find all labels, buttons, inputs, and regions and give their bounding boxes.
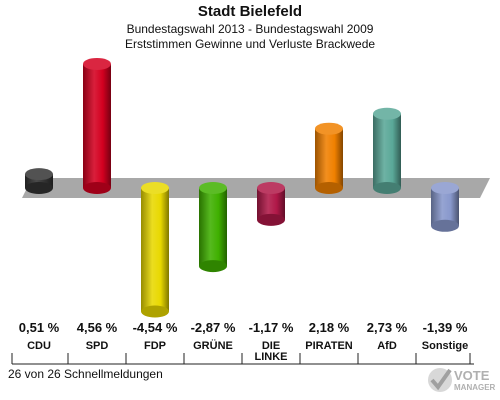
bar-top-cap-1 [83, 57, 111, 70]
bar-7 [431, 188, 459, 226]
bar-bottom-cap-2 [141, 305, 169, 318]
value-label-5: 2,18 % [309, 320, 350, 335]
bar-bottom-cap-6 [373, 182, 401, 194]
bar-bottom-cap-1 [83, 182, 111, 194]
bar-bottom-cap-4 [257, 213, 285, 226]
value-label-2: -4,54 % [133, 320, 178, 335]
category-label-7: Sonstige [422, 340, 468, 352]
bar-top-cap-3 [199, 182, 227, 194]
bar-3 [199, 188, 227, 267]
bar-bottom-cap-7 [431, 219, 459, 232]
vote-manager-logo: VOTE MANAGER [428, 368, 496, 392]
chart-subtitle: Bundestagswahl 2013 - Bundestagswahl 200… [126, 22, 374, 36]
category-label-2: FDP [144, 340, 166, 352]
bar-top-cap-2 [141, 182, 169, 194]
logo-text-bottom: MANAGER [454, 383, 496, 392]
bar-bottom-cap-3 [199, 260, 227, 273]
bar-top-cap-4 [257, 182, 285, 194]
checkmark-icon [428, 368, 452, 392]
value-label-0: 0,51 % [19, 320, 60, 335]
category-label-3: GRÜNE [193, 339, 233, 352]
bar-5 [315, 128, 343, 188]
category-label-4-0: DIE [262, 340, 280, 352]
bar-top-cap-0 [25, 168, 53, 181]
value-label-4: -1,17 % [249, 320, 294, 335]
bar-top-cap-5 [315, 122, 343, 135]
logo-text-top: VOTE [454, 368, 490, 383]
value-label-6: 2,73 % [367, 320, 408, 335]
chart-title: Stadt Bielefeld [197, 3, 303, 20]
category-label-5: PIRATEN [305, 340, 353, 352]
category-label-0: CDU [27, 340, 51, 352]
category-label-1: SPD [86, 340, 109, 352]
category-label-6: AfD [377, 340, 397, 352]
chart-subtitle-2: Erststimmen Gewinne und Verluste Brackwe… [124, 37, 376, 51]
category-label-4-1: LINKE [255, 351, 288, 363]
value-label-3: -2,87 % [191, 320, 236, 335]
bar-1 [83, 63, 111, 188]
footer-note: 26 von 26 Schnellmeldungen [8, 367, 163, 381]
bar-6 [373, 113, 401, 188]
value-label-1: 4,56 % [77, 320, 118, 335]
bar-bottom-cap-0 [25, 182, 53, 194]
value-label-7: -1,39 % [423, 320, 468, 335]
bar-2 [141, 188, 169, 312]
bar-top-cap-6 [373, 107, 401, 120]
bar-top-cap-7 [431, 182, 459, 194]
bar-bottom-cap-5 [315, 182, 343, 194]
